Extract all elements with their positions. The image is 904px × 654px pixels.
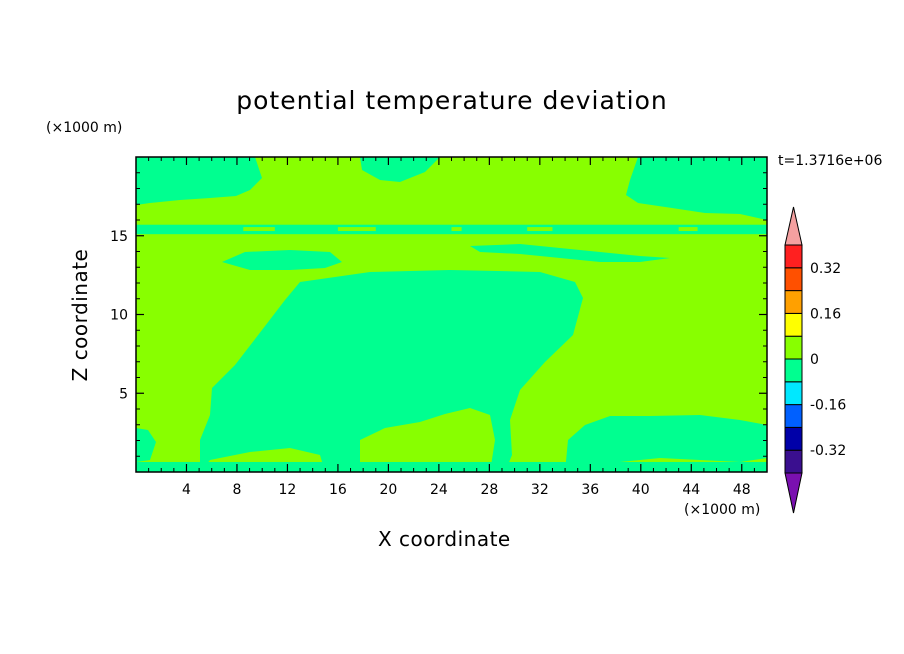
top-right-low-region xyxy=(626,157,767,220)
x-tick-label: 12 xyxy=(279,482,297,498)
y-axis-unit: (×1000 m) xyxy=(46,120,123,136)
x-tick-label: 16 xyxy=(329,482,347,498)
top-middle-low-region xyxy=(360,157,440,182)
colorbar-swatch xyxy=(784,312,803,337)
x-tick-label: 28 xyxy=(480,482,498,498)
upper-low-blob-right xyxy=(470,244,670,262)
colorbar-tick-label: 0 xyxy=(810,352,819,368)
wave-band-segment xyxy=(243,227,275,232)
colorbar-swatch xyxy=(784,290,803,314)
colorbar-swatch xyxy=(784,449,803,474)
x-tick-label: 32 xyxy=(531,482,549,498)
colorbar-tick-label: -0.16 xyxy=(810,398,846,414)
right-low-region xyxy=(565,415,767,472)
colorbar-tick-label: 0.32 xyxy=(810,261,841,277)
x-tick-label: 40 xyxy=(632,482,650,498)
colorbar: 0.32 0.16 0 -0.16 -0.32 xyxy=(784,206,846,514)
x-tick-label: 48 xyxy=(733,482,751,498)
x-tick-label: 4 xyxy=(182,482,191,498)
wave-band-segment xyxy=(678,227,698,232)
x-tick-label: 24 xyxy=(430,482,448,498)
wave-band-high xyxy=(136,235,767,243)
wave-band-segment xyxy=(527,227,553,232)
colorbar-over-triangle xyxy=(784,206,803,246)
colorbar-swatch xyxy=(784,267,803,292)
contour-field xyxy=(136,157,767,472)
wave-band-segment xyxy=(337,227,376,232)
time-label: t=1.3716e+06 xyxy=(778,153,883,169)
y-tick-label: 5 xyxy=(119,386,128,402)
x-tick-label: 44 xyxy=(682,482,700,498)
colorbar-under-triangle xyxy=(784,472,803,514)
colorbar-swatch xyxy=(784,381,803,406)
colorbar-swatch xyxy=(784,335,803,360)
central-mound-region xyxy=(360,408,495,472)
y-tick-label: 15 xyxy=(110,229,128,245)
y-axis-ticks: 5 10 15 xyxy=(110,172,767,457)
ground-low-strip xyxy=(136,462,767,472)
colorbar-swatch xyxy=(784,358,803,383)
x-axis-unit: (×1000 m) xyxy=(684,502,761,518)
wave-bands xyxy=(136,224,767,243)
chart-title: potential temperature deviation xyxy=(236,86,668,115)
x-axis-label: X coordinate xyxy=(378,527,511,551)
colorbar-tick-label: -0.32 xyxy=(810,443,846,459)
colorbar-swatch xyxy=(784,404,803,428)
colorbar-swatch xyxy=(784,244,803,269)
y-tick-label: 10 xyxy=(110,308,128,324)
x-tick-label: 36 xyxy=(581,482,599,498)
upper-low-blob xyxy=(222,250,342,270)
x-tick-label: 8 xyxy=(232,482,241,498)
colorbar-swatch xyxy=(784,426,803,451)
x-axis-ticks: 4 8 12 16 20 24 28 32 36 40 44 48 xyxy=(148,157,755,498)
colorbar-tick-label: 0.16 xyxy=(810,306,841,322)
wave-band-segment xyxy=(451,227,462,232)
left-low-region xyxy=(136,428,156,462)
x-tick-label: 20 xyxy=(379,482,397,498)
top-left-low-region xyxy=(136,157,262,205)
